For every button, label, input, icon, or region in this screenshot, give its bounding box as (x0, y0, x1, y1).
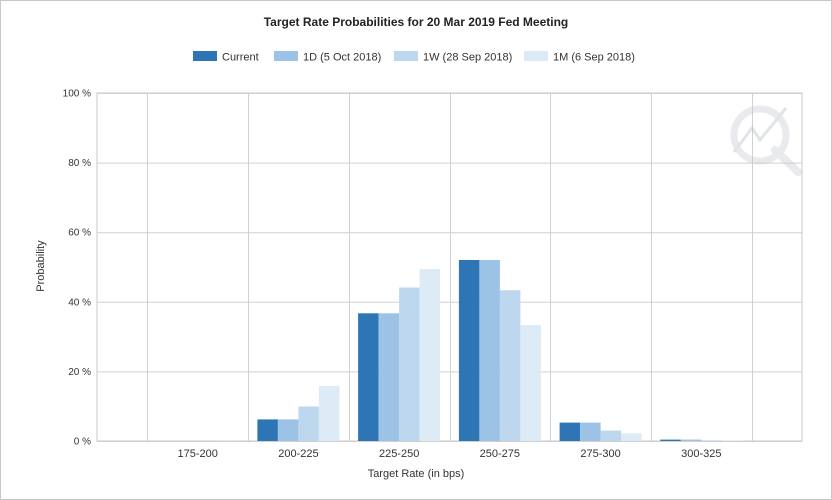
bar (318, 386, 340, 441)
legend-swatch (193, 51, 217, 61)
bar (378, 313, 400, 441)
y-tick-label: 60 % (68, 228, 91, 239)
legend-label: 1D (5 Oct 2018) (303, 52, 381, 64)
legend-label: 1W (28 Sep 2018) (423, 52, 512, 64)
x-tick-label: 275-300 (580, 448, 620, 460)
bar (257, 419, 278, 441)
y-axis-label: Probability (35, 240, 47, 292)
y-tick-label: 0 % (74, 437, 91, 448)
x-tick-label: 225-250 (379, 448, 419, 460)
watermark-logo (730, 105, 802, 176)
chart-title: Target Rate Probabilities for 20 Mar 201… (264, 15, 569, 29)
bar (701, 440, 722, 441)
legend-swatch (394, 51, 418, 61)
bars (218, 260, 743, 441)
bar (419, 269, 441, 441)
bar (520, 325, 541, 441)
x-tick-label: 175-200 (178, 448, 218, 460)
bar (559, 422, 581, 441)
bar (358, 313, 379, 441)
legend-label: Current (222, 52, 259, 64)
bar (680, 439, 702, 441)
bar (499, 290, 521, 441)
x-axis-label: Target Rate (in bps) (368, 468, 465, 480)
y-tick-label: 100 % (63, 89, 91, 100)
y-tick-label: 80 % (68, 158, 91, 169)
bar (218, 440, 239, 441)
y-tick-label: 40 % (68, 297, 91, 308)
x-tick-label: 300-325 (681, 448, 721, 460)
plot-area-border (96, 92, 803, 442)
bar (580, 422, 601, 441)
bar (458, 260, 480, 441)
gridlines (96, 92, 803, 442)
bar (479, 260, 500, 441)
x-axis-ticks: 175-200 200-225 225-250 250-275 275-300 300-3… (178, 448, 722, 460)
bar (399, 287, 420, 441)
legend-swatch (274, 51, 298, 61)
bar (277, 419, 299, 441)
legend-swatch (524, 51, 548, 61)
bar (298, 406, 319, 441)
x-tick-label: 200-225 (278, 448, 318, 460)
y-axis-ticks: 0 % 20 % 40 % 60 % 80 % 100 % (63, 89, 91, 448)
legend: Current 1D (5 Oct 2018) 1W (28 Sep 2018) 1M… (193, 51, 635, 64)
y-tick-label: 20 % (68, 367, 91, 378)
bar (600, 430, 622, 441)
x-tick-label: 250-275 (480, 448, 520, 460)
bar (621, 433, 642, 441)
bar (660, 439, 681, 441)
legend-label: 1M (6 Sep 2018) (553, 52, 635, 64)
